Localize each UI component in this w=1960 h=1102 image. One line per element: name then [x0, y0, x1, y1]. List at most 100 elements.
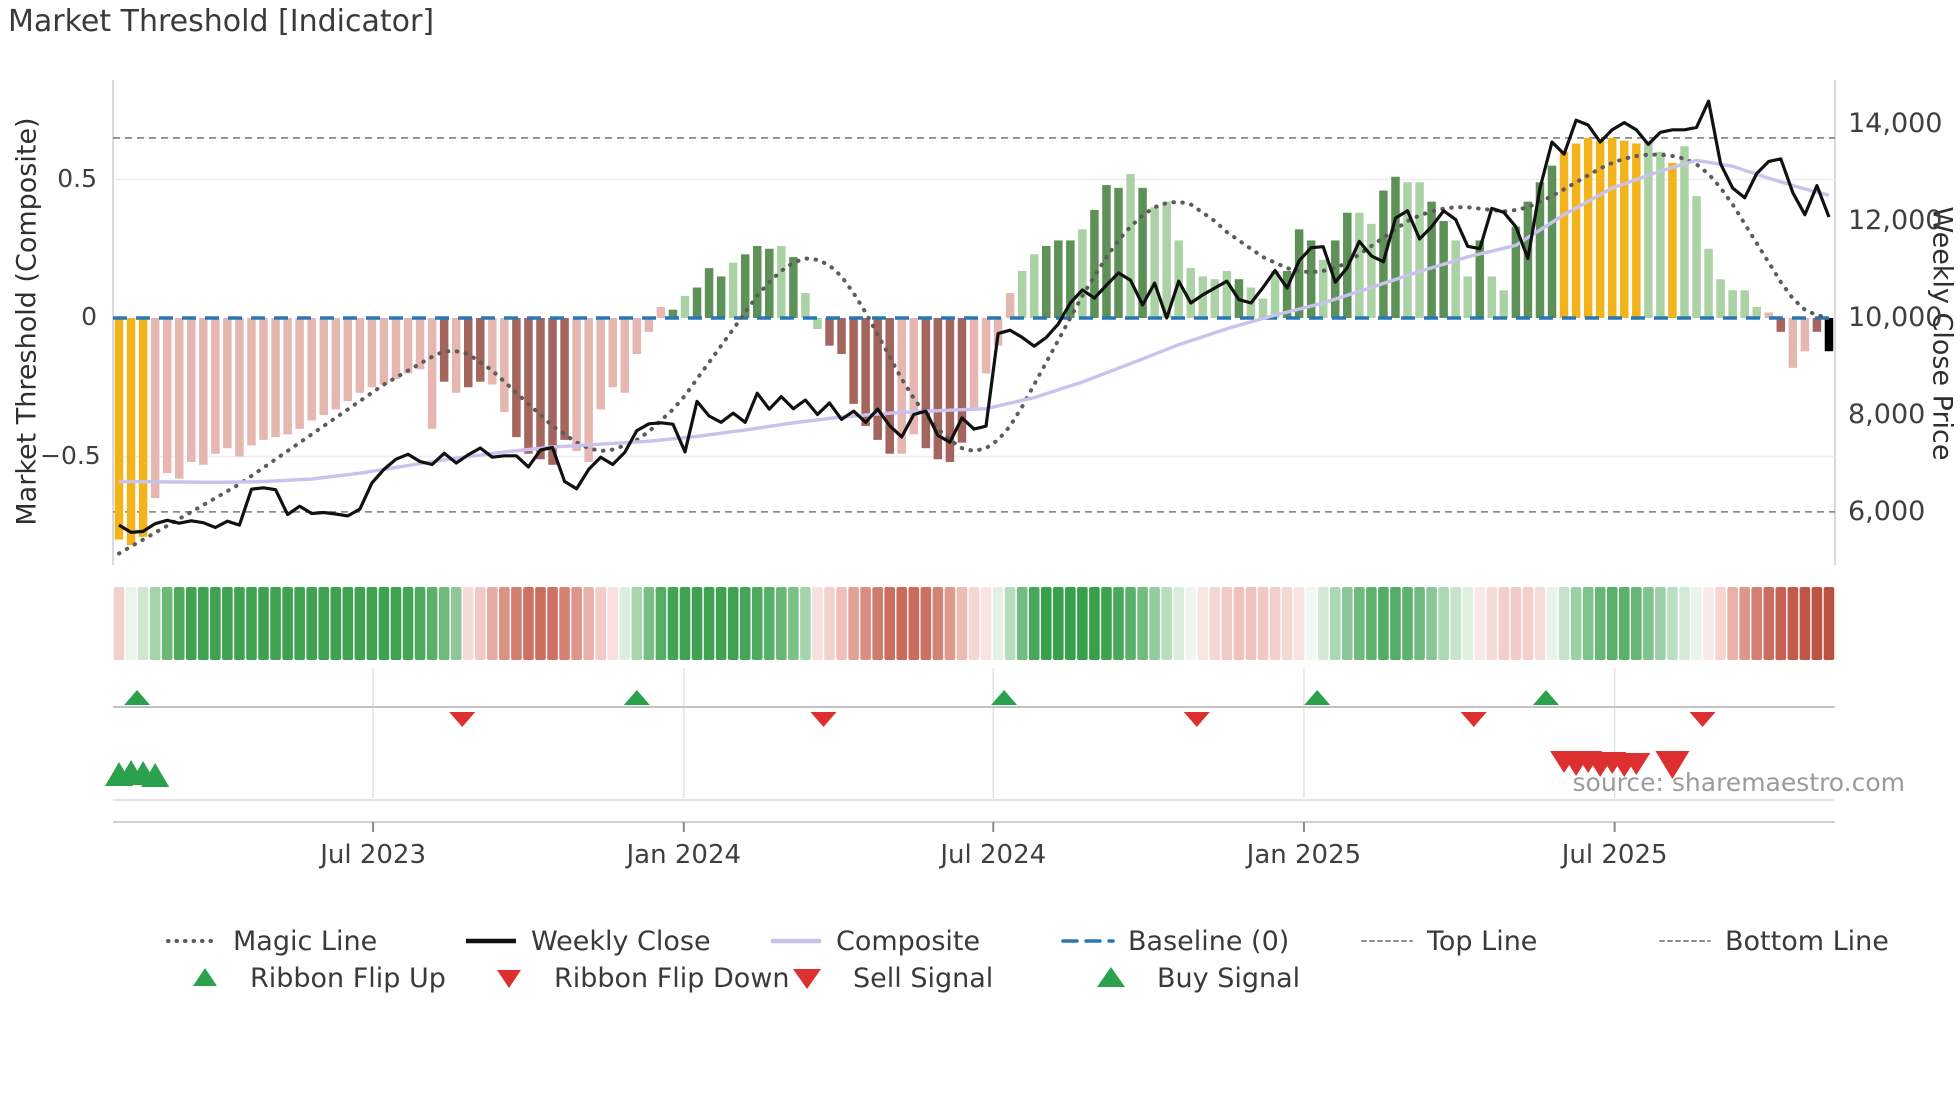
- threshold-bar: [1367, 223, 1376, 318]
- ribbon-cell: [1498, 587, 1510, 660]
- ribbon-cell: [1317, 587, 1329, 660]
- threshold-bar: [199, 318, 208, 465]
- threshold-bar: [1800, 318, 1810, 352]
- ribbon-cell: [1125, 587, 1136, 660]
- ribbon-cell: [1811, 587, 1823, 660]
- ribbon-cell: [318, 587, 330, 660]
- threshold-bar: [1391, 176, 1400, 318]
- threshold-bar: [1403, 182, 1412, 318]
- threshold-bar: [1415, 182, 1424, 318]
- ribbon-cell: [1257, 587, 1269, 660]
- ribbon-cell: [595, 587, 606, 660]
- ribbon-cell: [1450, 587, 1461, 660]
- ribbon-cell: [306, 587, 317, 660]
- ribbon-cell: [366, 587, 378, 660]
- threshold-bar: [1451, 240, 1460, 318]
- ribbon-cell: [222, 587, 233, 660]
- ribbon-cell: [270, 587, 281, 660]
- threshold-bar: [789, 257, 798, 318]
- ribbon-cell: [956, 587, 968, 660]
- threshold-bar: [716, 276, 726, 318]
- ribbon-flip-down-marker: [1183, 712, 1210, 727]
- threshold-bar: [1812, 318, 1822, 332]
- threshold-bar: [728, 262, 738, 318]
- ribbon-cell: [1113, 587, 1124, 660]
- ribbon-cell: [860, 587, 871, 660]
- threshold-bar: [1716, 279, 1725, 318]
- ribbon-cell: [210, 587, 221, 660]
- threshold-bar: [1559, 151, 1569, 318]
- ribbon-cell: [1727, 587, 1738, 660]
- threshold-bar: [1764, 312, 1774, 318]
- ribbon-cell: [258, 587, 269, 660]
- ribbon-cell: [1691, 587, 1702, 660]
- threshold-bar: [307, 318, 316, 421]
- threshold-bar: [1571, 143, 1581, 318]
- ribbon-cell: [198, 587, 209, 660]
- threshold-bar: [1114, 187, 1123, 318]
- ribbon-cell: [125, 587, 137, 660]
- ribbon-cell: [1823, 587, 1835, 660]
- ribbon-cell: [1667, 587, 1678, 660]
- threshold-bar: [1306, 240, 1316, 318]
- threshold-bar: [825, 318, 834, 346]
- threshold-bar: [584, 318, 593, 463]
- ribbon-cell: [631, 587, 643, 660]
- right-tick-label: 10,000: [1848, 302, 1943, 333]
- threshold-bar: [1644, 140, 1653, 318]
- threshold-bar: [632, 318, 642, 355]
- ribbon-cell: [763, 587, 775, 660]
- ribbon-cell: [1040, 587, 1052, 660]
- threshold-bar: [1427, 201, 1436, 318]
- ribbon-cell: [896, 587, 908, 660]
- threshold-bar: [1282, 270, 1292, 318]
- threshold-bar: [379, 318, 389, 385]
- ribbon-cell: [1221, 587, 1233, 660]
- ribbon-cell: [1679, 587, 1690, 660]
- ribbon-cell: [378, 587, 390, 660]
- threshold-bar: [512, 318, 521, 438]
- threshold-bar: [897, 318, 906, 454]
- sell-signal-marker: [1622, 753, 1651, 775]
- ribbon-cell: [703, 587, 715, 660]
- threshold-bar: [644, 318, 654, 332]
- ribbon-cell: [1655, 587, 1666, 660]
- ribbon-cell: [800, 587, 811, 660]
- threshold-bar: [1017, 270, 1027, 318]
- ribbon-cell: [1582, 587, 1594, 660]
- threshold-bar: [945, 318, 955, 463]
- threshold-bar: [873, 318, 882, 440]
- ribbon-flip-down-marker: [1460, 712, 1487, 727]
- threshold-bar: [608, 318, 617, 388]
- threshold-bar: [1668, 162, 1677, 318]
- threshold-bar: [813, 318, 822, 330]
- ribbon-cell: [1329, 587, 1341, 660]
- ribbon-cell: [185, 587, 197, 660]
- ribbon-cell: [679, 587, 691, 660]
- ribbon-cell: [836, 587, 847, 660]
- threshold-bar: [1547, 165, 1557, 318]
- ribbon-cell: [1631, 587, 1642, 660]
- ribbon-cell: [884, 587, 896, 660]
- ribbon-cell: [294, 587, 305, 660]
- ribbon-flip-down-marker: [449, 712, 476, 727]
- threshold-bar: [957, 318, 967, 443]
- x-tick-label: Jan 2025: [1246, 840, 1362, 870]
- ribbon-cell: [1426, 587, 1437, 660]
- ribbon-cell: [173, 587, 185, 660]
- threshold-bar: [319, 318, 328, 415]
- ribbon-cell: [390, 587, 402, 660]
- ribbon-cell: [1342, 587, 1353, 660]
- ribbon-cell: [1089, 587, 1100, 660]
- ribbon-cell: [1281, 587, 1293, 660]
- ribbon-cell: [487, 587, 498, 660]
- threshold-bar: [1054, 240, 1063, 318]
- threshold-bar: [1126, 173, 1135, 318]
- ribbon-cell: [1052, 587, 1064, 660]
- threshold-bar: [1258, 298, 1268, 318]
- threshold-bar: [211, 318, 220, 454]
- threshold-bar: [777, 245, 786, 318]
- x-tick-label: Jul 2024: [940, 840, 1047, 870]
- threshold-bar: [187, 318, 196, 463]
